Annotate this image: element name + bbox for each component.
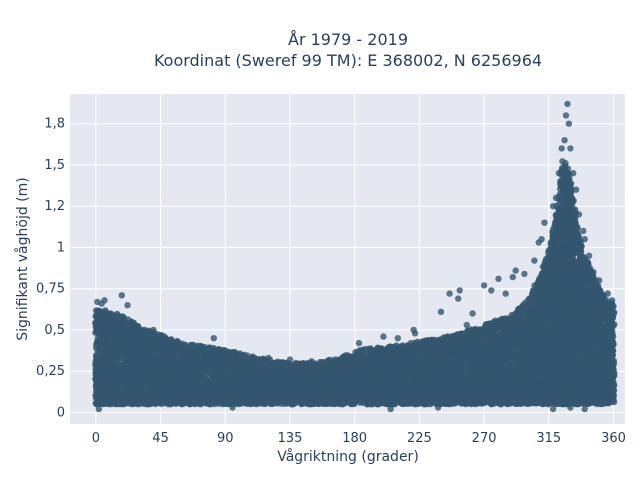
- chart-title-line1: År 1979 - 2019: [288, 30, 408, 49]
- data-points: [92, 100, 618, 413]
- chart-title-line2: Koordinat (Sweref 99 TM): E 368002, N 62…: [154, 51, 542, 70]
